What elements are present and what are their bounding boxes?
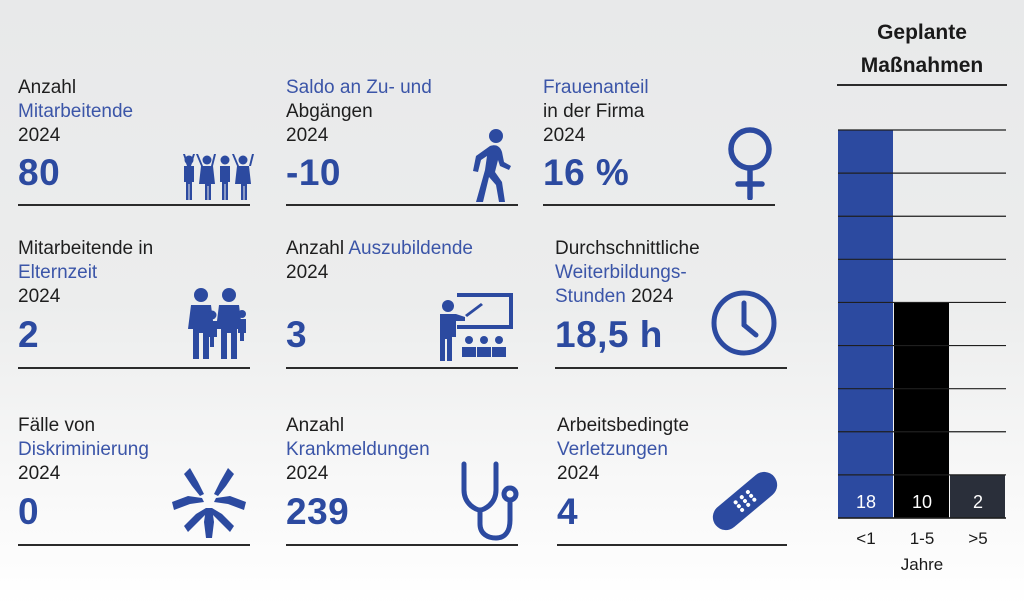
chart-value-label: 18 <box>856 492 876 512</box>
stat-label-line2: Abgängen <box>286 101 373 122</box>
stat-value: 2 <box>18 314 40 355</box>
stat-label-line1: Anzahl <box>286 415 345 436</box>
chart-title-line1: Geplante <box>877 21 967 44</box>
chart-value-label: 2 <box>973 492 983 512</box>
stat-year: 2024 <box>286 463 329 484</box>
planned-measures-bar-chart: 18 10 2 <1 1-5 >5 Jahre <box>838 129 1006 574</box>
stat-label-highlight: Frauenanteil <box>543 77 649 98</box>
stat-divider <box>557 544 787 546</box>
classroom-icon <box>437 291 515 361</box>
stat-label-line1: Fälle von <box>18 415 96 436</box>
stat-year: 2024 <box>286 262 329 283</box>
stat-label-highlight: Saldo an Zu- und <box>286 77 432 98</box>
stat-value: 18,5 h <box>555 314 663 355</box>
chart-category-label: >5 <box>968 529 987 548</box>
stat-label-highlight: Weiterbildungs- <box>555 262 687 283</box>
female-symbol-icon <box>725 126 775 200</box>
bandage-icon <box>709 466 781 536</box>
chart-value-label: 10 <box>912 492 932 512</box>
stat-year: 2024 <box>557 463 600 484</box>
stat-divider <box>18 544 250 546</box>
chart-bar <box>950 474 1005 518</box>
stat-divider <box>286 204 518 206</box>
hands-together-icon <box>168 464 250 542</box>
stat-divider <box>18 204 250 206</box>
stat-card-elternzeit: Mitarbeitende in Elternzeit 2024 2 <box>18 237 250 369</box>
walking-person-icon <box>472 128 512 204</box>
stat-card-mitarbeitende: Anzahl Mitarbeitende 2024 80 <box>18 76 254 208</box>
stat-label-highlight-2: Stunden <box>555 286 626 307</box>
stat-divider <box>543 204 775 206</box>
stat-divider <box>18 367 250 369</box>
stat-card-auszubildende: Anzahl Auszubildende 2024 3 <box>286 237 518 369</box>
family-icon <box>181 287 251 359</box>
stat-label-line3: Stunden 2024 <box>555 285 787 309</box>
chart-category-label: <1 <box>856 529 875 548</box>
stat-label-highlight: Auszubildende <box>348 238 473 259</box>
stat-label-highlight: Mitarbeitende <box>18 101 134 122</box>
chart-x-axis-label: Jahre <box>901 555 944 574</box>
stat-card-krankmeldungen: Anzahl Krankmeldungen 2024 239 <box>286 414 520 546</box>
chart-bar <box>838 130 893 518</box>
stat-value: 0 <box>18 491 40 532</box>
stat-label-line1: Anzahl <box>18 77 77 98</box>
stat-label-highlight: Elternzeit <box>18 262 98 283</box>
stat-year: 2024 <box>18 286 61 307</box>
stat-label-line1: Anzahl Auszubildende <box>286 237 518 261</box>
stat-value: 4 <box>557 491 579 532</box>
people-group-icon <box>180 152 254 200</box>
stat-year: 2024 <box>18 463 61 484</box>
stat-card-weiterbildung: Durchschnittliche Weiterbildungs- Stunde… <box>555 237 787 369</box>
stat-card-frauenanteil: Frauenanteil in der Firma 2024 16 % <box>543 76 775 208</box>
chart-title-divider <box>837 84 1007 86</box>
stat-value: 80 <box>18 152 61 193</box>
stat-label-line1: Durchschnittliche <box>555 238 700 259</box>
stat-value: 16 % <box>543 152 630 193</box>
chart-title-line2: Maßnahmen <box>860 54 984 77</box>
stat-card-saldo: Saldo an Zu- und Abgängen 2024 -10 <box>286 76 518 208</box>
stat-card-verletzungen: Arbeitsbedingte Verletzungen 2024 4 <box>557 414 787 546</box>
stat-label-line2: in der Firma <box>543 101 645 122</box>
stat-divider <box>555 367 787 369</box>
stat-year: 2024 <box>543 125 586 146</box>
stat-label-highlight: Verletzungen <box>557 439 668 460</box>
stat-label-highlight: Krankmeldungen <box>286 439 430 460</box>
chart-bar <box>894 302 949 518</box>
stat-card-diskriminierung: Fälle von Diskriminierung 2024 0 <box>18 414 250 546</box>
clock-icon <box>710 289 778 357</box>
stat-label-prefix: Anzahl <box>286 238 345 259</box>
stat-label-line1: Mitarbeitende in <box>18 238 154 259</box>
stat-divider <box>286 367 518 369</box>
stat-value: 239 <box>286 491 350 532</box>
stethoscope-icon <box>456 460 520 542</box>
stat-label-line1: Arbeitsbedingte <box>557 415 690 436</box>
chart-category-label: 1-5 <box>910 529 935 548</box>
stat-year: 2024 <box>18 125 61 146</box>
stat-value: 3 <box>286 314 308 355</box>
stat-label-highlight: Diskriminierung <box>18 439 149 460</box>
stat-value: -10 <box>286 152 341 193</box>
stat-year: 2024 <box>631 286 674 307</box>
stat-year: 2024 <box>286 125 329 146</box>
chart-title: Geplante Maßnahmen <box>836 16 1008 82</box>
stat-divider <box>286 544 518 546</box>
